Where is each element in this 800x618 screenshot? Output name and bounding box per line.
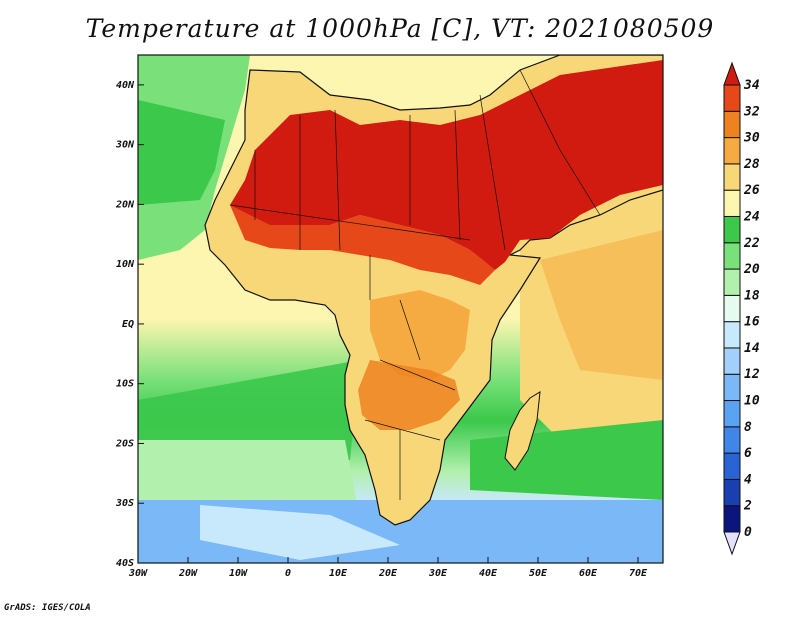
canary-current-zone: [138, 100, 225, 205]
colorbar-swatch: [723, 84, 741, 112]
lat-tick-label: 30N: [115, 140, 135, 151]
southern-africa-warm-zone: [358, 360, 460, 430]
colorbar-swatch: [723, 294, 741, 323]
latitude-axis: 40N 30N 20N 10N EQ 10S 20S 30S 40S: [115, 80, 144, 569]
colorbar-label: 32: [743, 104, 760, 119]
lat-tick-label: 30S: [115, 498, 134, 509]
country-borders: [229, 69, 601, 500]
colorbar-label: 34: [743, 78, 760, 93]
colorbar-label: 16: [744, 315, 760, 330]
colorbar-label: 14: [744, 341, 760, 356]
lon-tick-label: 70E: [629, 568, 648, 579]
colorbar-swatch: [723, 426, 741, 454]
lat-tick-label: 40S: [116, 558, 134, 569]
arabian-sea-zone: [540, 230, 663, 380]
colorbar-swatch: [723, 347, 741, 375]
lon-tick-label: 10W: [229, 568, 248, 579]
lat-tick-label: 10S: [116, 379, 134, 390]
colorbar-swatch: [723, 400, 741, 428]
sahel-warm-zone: [230, 205, 495, 285]
lon-tick-label: 20E: [378, 568, 398, 579]
colorbar-label: 10: [744, 394, 760, 409]
map-title: Temperature at 1000hPa [C], VT: 20210805…: [85, 14, 715, 43]
colorbar-label: 0: [744, 525, 752, 540]
colorbar-swatch: [723, 189, 741, 217]
colorbar-swatch: [723, 478, 741, 507]
colorbar-overflow-triangle: [723, 61, 741, 86]
footer-credit: GrADS: IGES/COLA: [4, 603, 91, 613]
colorbar-label: 8: [744, 420, 752, 435]
lon-tick-label: 10E: [329, 568, 348, 579]
lat-tick-label: 20S: [115, 438, 134, 449]
colorbar-label: 26: [743, 183, 760, 198]
colorbar-label: 2: [743, 499, 752, 514]
lon-tick-label: 50E: [529, 568, 548, 579]
colorbar-swatch: [723, 505, 741, 533]
colorbar-swatch: [723, 242, 741, 270]
lat-tick-label: 10N: [116, 259, 135, 270]
central-africa-warm-zone: [370, 290, 470, 380]
colorbar-label: 12: [744, 367, 760, 382]
colorbar-label: 24: [743, 209, 760, 224]
colorbar-label: 30: [743, 131, 760, 146]
colorbar-swatch: [723, 163, 741, 191]
plot-frame: [137, 54, 664, 564]
colorbar-label: 22: [743, 236, 760, 251]
colorbar-swatch: [723, 373, 741, 402]
lon-tick-label: 40E: [479, 568, 498, 579]
lat-tick-label: 40N: [116, 80, 135, 91]
colorbar-swatch: [723, 452, 741, 480]
temperature-field: [138, 55, 663, 563]
lat-tick-label: EQ: [122, 319, 134, 330]
colorbar-swatch: [723, 268, 741, 296]
colorbar-underflow-triangle: [723, 531, 741, 556]
colorbar-label: 28: [743, 157, 760, 172]
sahara-hot-zone: [230, 60, 663, 270]
lon-tick-label: 60E: [579, 568, 598, 579]
lon-tick-label: 30W: [128, 568, 148, 579]
lon-tick-label: 20W: [178, 568, 198, 579]
lon-tick-label: 30E: [428, 568, 448, 579]
lat-tick-label: 20N: [115, 199, 135, 210]
colorbar-swatch: [723, 321, 741, 349]
colorbar-label: 20: [743, 262, 760, 277]
colorbar-label: 18: [744, 288, 760, 303]
longitude-axis: 30W 20W 10W 0 10E 20E 30E 40E 50E 60E 70E: [128, 557, 648, 579]
madagascar-island: [504, 391, 541, 471]
colorbar-label: 4: [744, 472, 752, 487]
colorbar-label: 6: [744, 446, 752, 461]
colorbar-swatch: [723, 110, 741, 139]
colorbar-swatch: [723, 137, 741, 165]
southern-ocean-pale-zone: [200, 505, 400, 560]
lon-tick-label: 0: [285, 568, 291, 579]
colorbar-swatch: [723, 215, 741, 244]
